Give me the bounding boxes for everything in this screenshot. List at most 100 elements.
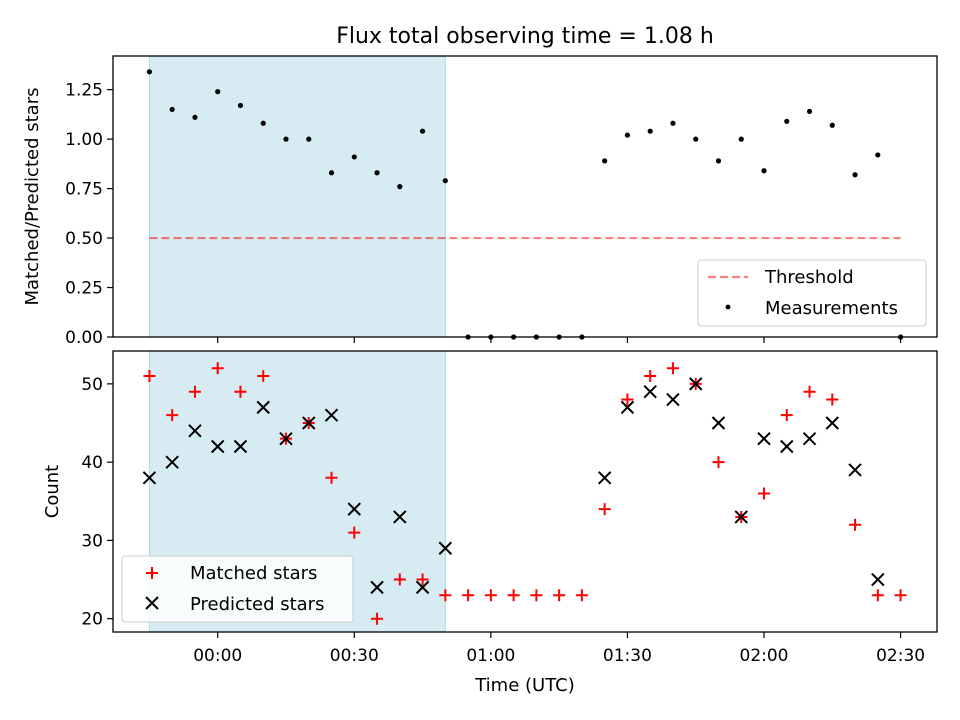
matched-star-marker (553, 589, 566, 602)
measurement-point (215, 89, 221, 95)
bottom-x-ticks: 00:00 00:30 01:00 01:30 02:00 02:30 (193, 632, 925, 666)
matched-star-marker (257, 370, 270, 383)
legend-measurement-label: Measurements (765, 298, 898, 319)
predicted-star-marker (734, 510, 748, 524)
bottom-y-axis-label: Count (42, 465, 63, 518)
predicted-star-marker (347, 502, 361, 516)
matched-star-marker (530, 589, 543, 602)
matched-star-marker (439, 589, 452, 602)
y-tick-label: 40 (81, 453, 103, 473)
predicted-star-marker (438, 541, 453, 555)
measurement-point (169, 106, 175, 113)
matched-star-marker (621, 393, 634, 406)
legend-predicted-swatch (145, 596, 159, 610)
measurement-point (146, 69, 153, 75)
x-tick-label: 02:30 (876, 646, 925, 666)
y-tick-label: 50 (81, 375, 103, 395)
matched-star-marker (826, 393, 839, 406)
matched-star-marker (666, 362, 679, 375)
measurement-point (192, 114, 198, 120)
legend-matched-swatch (146, 567, 158, 579)
measurement-point (419, 128, 426, 134)
measurement-point (715, 158, 722, 164)
matched-star-marker (416, 573, 429, 586)
predicted-star-marker (848, 463, 862, 477)
y-tick-label: 0.00 (65, 328, 103, 348)
predicted-star-marker (233, 439, 248, 454)
y-tick-label: 30 (81, 531, 103, 551)
predicted-star-marker (302, 416, 316, 430)
x-tick-label: 01:00 (466, 646, 515, 666)
matched-star-marker (712, 456, 725, 469)
measurement-point (351, 154, 357, 160)
x-tick-label: 00:30 (330, 646, 379, 666)
matched-star-marker (325, 471, 338, 484)
matched-star-marker (780, 409, 793, 422)
matched-star-marker (188, 385, 201, 398)
matched-star-marker (166, 409, 179, 422)
y-tick-label: 0.25 (65, 279, 103, 299)
top-legend-box (697, 259, 927, 327)
matched-star-marker (462, 589, 475, 602)
measurement-point (283, 136, 289, 142)
matched-star-marker (849, 518, 862, 531)
observing-window-shade-top (148, 55, 446, 338)
matched-star-marker (484, 589, 497, 602)
matched-star-marker (575, 589, 588, 602)
measurement-point (784, 118, 790, 124)
bottom-plot-frame (112, 350, 938, 633)
measurement-point (829, 122, 835, 128)
measurement-point (647, 128, 653, 134)
ratio-panel: 0.00 0.25 0.50 0.75 1.00 1.25 Matched/Predict… (22, 55, 938, 348)
predicted-star-marker (370, 580, 384, 595)
legend-predicted-label: Predicted stars (190, 594, 324, 615)
predicted-star-marker (597, 471, 612, 485)
measurement-point (738, 136, 744, 142)
matched-star-marker (758, 487, 771, 500)
top-y-ticks: 0.00 0.25 0.50 0.75 1.00 1.25 (65, 81, 113, 348)
bottom-y-ticks: 20 30 40 50 (81, 375, 113, 630)
measurement-point (852, 172, 858, 178)
measurement-point (624, 132, 631, 138)
measurement-point (670, 120, 676, 126)
top-legend: Threshold Measurements (697, 259, 927, 327)
predicted-star-marker (415, 580, 430, 595)
predicted-star-marker (188, 424, 202, 438)
predicted-star-marker (757, 431, 771, 446)
measurement-point (442, 178, 448, 184)
matched-star-marker (598, 503, 611, 516)
x-tick-label: 00:00 (193, 646, 242, 666)
measurement-point (693, 136, 699, 142)
matched-star-marker (371, 612, 384, 625)
y-tick-label: 20 (81, 610, 103, 630)
matched-star-marker (871, 589, 884, 602)
predicted-star-marker (689, 377, 703, 391)
matched-star-marker (803, 385, 816, 398)
measurement-point (237, 102, 244, 109)
bottom-legend-box (121, 555, 354, 623)
legend-measurement-swatch (725, 304, 731, 310)
measurement-point (397, 184, 403, 190)
measurement-point (260, 120, 266, 126)
matched-star-marker (894, 589, 907, 602)
chart-title: Flux total observing time = 1.08 h (336, 24, 714, 49)
predicted-star-marker (780, 439, 794, 454)
predicted-star-marker (620, 400, 635, 415)
predicted-star-markers (142, 377, 885, 595)
measurement-point (602, 158, 608, 164)
matched-star-markers (143, 362, 907, 625)
measurement-point (875, 152, 881, 158)
measurement-point (306, 136, 312, 142)
predicted-star-marker (393, 510, 407, 524)
matched-star-marker (211, 362, 224, 375)
predicted-star-marker (643, 384, 657, 399)
measurement-point (806, 108, 813, 115)
measurement-point (761, 168, 767, 174)
y-tick-label: 1.00 (65, 130, 103, 150)
x-tick-label: 01:30 (603, 646, 652, 666)
matched-star-marker (507, 589, 520, 602)
predicted-star-marker (871, 572, 885, 587)
predicted-star-marker (210, 439, 225, 454)
predicted-star-marker (165, 455, 179, 469)
